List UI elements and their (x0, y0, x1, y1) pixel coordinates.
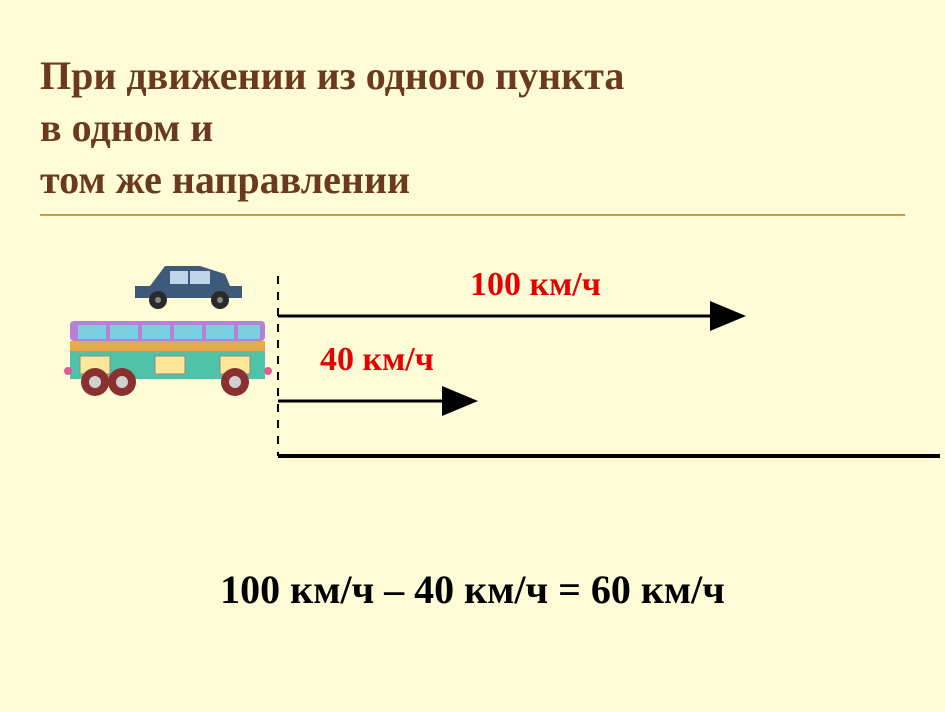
slide-container: При движении из одного пункта в одном и … (0, 0, 945, 712)
speed-label-1: 100 км/ч (470, 266, 601, 304)
title-line-1: При движении из одного пункта (40, 53, 624, 98)
diagram-area: 100 км/ч 40 км/ч (40, 256, 905, 506)
title-line-2: в одном и (40, 105, 213, 150)
equation-text: 100 км/ч – 40 км/ч = 60 км/ч (40, 566, 905, 613)
slide-title: При движении из одного пункта в одном и … (40, 50, 905, 206)
title-underline (40, 214, 905, 216)
title-line-3: том же направлении (40, 157, 410, 202)
speed-label-2: 40 км/ч (320, 341, 434, 379)
